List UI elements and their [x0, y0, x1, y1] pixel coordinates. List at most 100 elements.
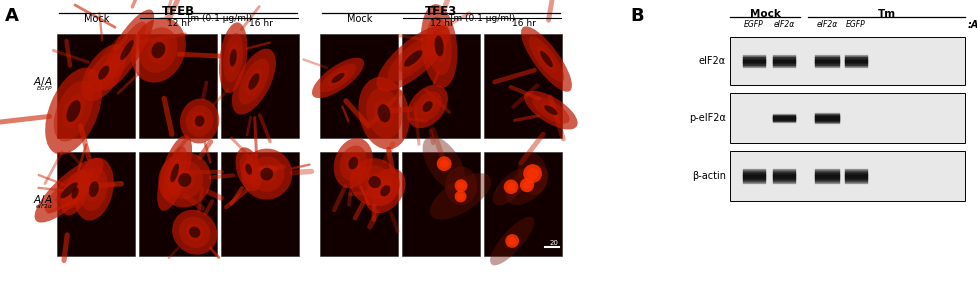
Text: $^{EGFP}$: $^{EGFP}$: [36, 85, 53, 94]
Ellipse shape: [543, 105, 557, 115]
Ellipse shape: [248, 156, 284, 192]
Ellipse shape: [406, 85, 447, 128]
Bar: [221, 34, 299, 138]
Ellipse shape: [228, 44, 238, 72]
Ellipse shape: [89, 181, 99, 197]
Text: eIF2α: eIF2α: [773, 20, 794, 29]
Text: :A/A: :A/A: [967, 20, 977, 30]
Bar: [729, 93, 964, 143]
Bar: [139, 152, 217, 256]
Ellipse shape: [522, 181, 531, 189]
Ellipse shape: [327, 70, 348, 86]
Ellipse shape: [243, 160, 254, 178]
Ellipse shape: [179, 216, 210, 248]
Ellipse shape: [437, 156, 451, 171]
Ellipse shape: [312, 58, 363, 98]
Ellipse shape: [120, 40, 134, 60]
Ellipse shape: [420, 4, 457, 88]
Ellipse shape: [260, 168, 273, 180]
Ellipse shape: [368, 176, 381, 188]
Ellipse shape: [56, 177, 83, 203]
Bar: [402, 34, 480, 138]
Ellipse shape: [350, 158, 400, 206]
Text: 12 hr: 12 hr: [429, 19, 453, 28]
Bar: [57, 152, 135, 256]
Bar: [484, 34, 562, 138]
Ellipse shape: [358, 77, 409, 149]
Ellipse shape: [373, 99, 394, 128]
Text: EGFP: EGFP: [845, 20, 865, 29]
Ellipse shape: [377, 104, 390, 122]
Ellipse shape: [430, 173, 490, 220]
Text: p-eIF2α: p-eIF2α: [689, 113, 725, 123]
Bar: [484, 152, 562, 256]
Text: 16 hr: 16 hr: [248, 19, 273, 28]
Text: B: B: [629, 7, 643, 25]
Ellipse shape: [445, 166, 477, 205]
Ellipse shape: [507, 237, 516, 245]
Ellipse shape: [529, 36, 564, 82]
Ellipse shape: [232, 49, 276, 115]
Ellipse shape: [365, 88, 402, 139]
Ellipse shape: [539, 51, 552, 67]
Ellipse shape: [506, 182, 515, 191]
Ellipse shape: [413, 91, 442, 122]
Text: Mock: Mock: [347, 14, 372, 24]
Ellipse shape: [151, 42, 165, 58]
Ellipse shape: [63, 94, 85, 128]
Text: 20: 20: [548, 240, 558, 246]
Ellipse shape: [524, 91, 577, 130]
Ellipse shape: [116, 34, 138, 66]
Ellipse shape: [348, 157, 358, 169]
Ellipse shape: [170, 164, 179, 182]
Ellipse shape: [194, 115, 204, 126]
Ellipse shape: [434, 35, 444, 56]
Ellipse shape: [34, 158, 104, 223]
Ellipse shape: [81, 44, 126, 101]
Ellipse shape: [107, 22, 146, 78]
Bar: [139, 34, 217, 138]
Ellipse shape: [186, 223, 203, 241]
Ellipse shape: [157, 135, 191, 211]
Ellipse shape: [456, 193, 464, 200]
Ellipse shape: [71, 187, 78, 199]
Ellipse shape: [219, 22, 247, 93]
Ellipse shape: [440, 159, 448, 168]
Text: A: A: [5, 7, 19, 25]
Text: eIF2α: eIF2α: [816, 20, 836, 29]
Text: TFEB: TFEB: [161, 5, 194, 18]
Ellipse shape: [139, 27, 178, 73]
Ellipse shape: [245, 68, 263, 95]
Ellipse shape: [248, 73, 259, 90]
Ellipse shape: [422, 136, 465, 191]
Ellipse shape: [186, 105, 213, 137]
Ellipse shape: [377, 182, 393, 200]
Text: Tm (0.1 μg/ml): Tm (0.1 μg/ml): [448, 14, 515, 23]
Ellipse shape: [148, 37, 169, 63]
Ellipse shape: [426, 17, 451, 75]
Bar: [319, 152, 398, 256]
Ellipse shape: [95, 61, 112, 84]
Ellipse shape: [364, 168, 405, 213]
Ellipse shape: [454, 191, 466, 202]
Ellipse shape: [457, 182, 464, 190]
Ellipse shape: [492, 168, 529, 205]
Ellipse shape: [380, 185, 390, 196]
Ellipse shape: [371, 175, 399, 207]
Ellipse shape: [527, 168, 537, 179]
Ellipse shape: [256, 164, 276, 184]
Ellipse shape: [505, 165, 548, 205]
Ellipse shape: [86, 176, 102, 202]
Ellipse shape: [521, 26, 572, 92]
Bar: [221, 152, 299, 256]
Ellipse shape: [431, 29, 446, 63]
Ellipse shape: [245, 164, 252, 175]
Ellipse shape: [189, 226, 200, 238]
Ellipse shape: [398, 45, 428, 72]
Ellipse shape: [333, 138, 372, 188]
Ellipse shape: [523, 164, 541, 183]
Text: Mock: Mock: [84, 14, 109, 24]
Bar: [729, 37, 964, 85]
Ellipse shape: [61, 182, 77, 198]
Ellipse shape: [422, 101, 432, 112]
